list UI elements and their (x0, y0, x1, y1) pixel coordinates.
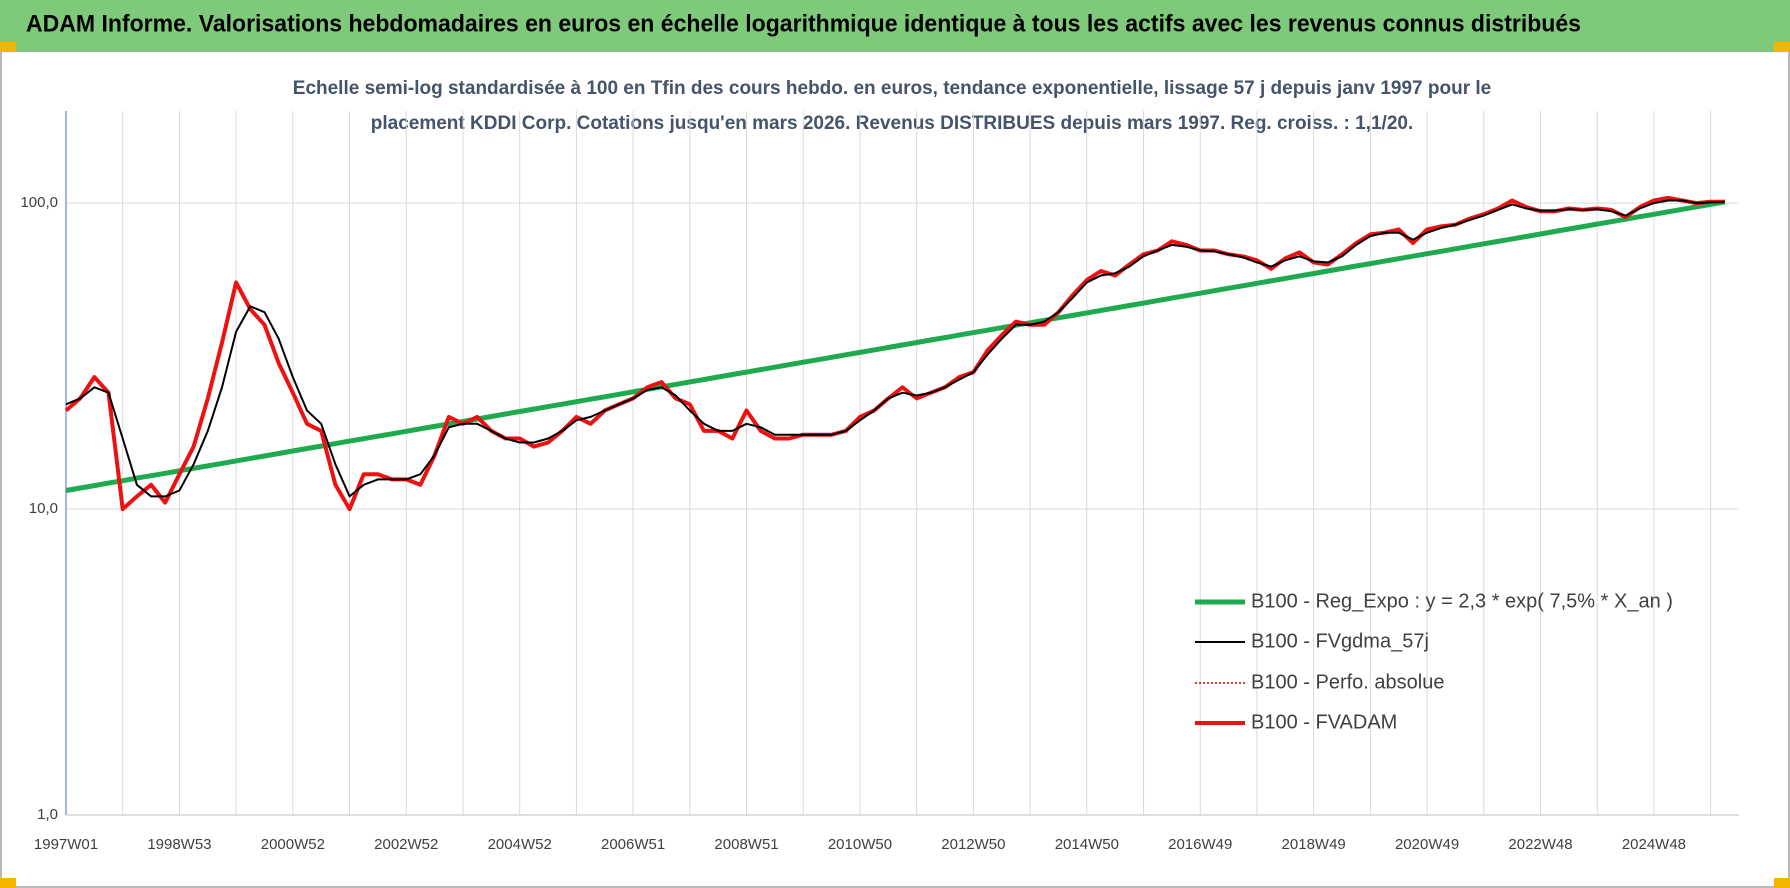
x-tick-label: 2014W50 (1055, 836, 1119, 853)
header-bar (0, 0, 1790, 52)
x-tick-label: 2016W49 (1168, 836, 1232, 853)
x-tick-label: 2022W48 (1508, 836, 1572, 853)
y-tick-label: 1,0 (37, 806, 58, 823)
legend-label: B100 - FVgdma_57j (1251, 630, 1429, 652)
y-tick-label: 100,0 (20, 194, 58, 211)
chart-title: ADAM Informe. Valorisations hebdomadaire… (26, 10, 1581, 37)
legend-label: B100 - Reg_Expo : y = 2,3 * exp( 7,5% * … (1251, 590, 1673, 612)
series-line (65, 199, 1726, 493)
corner (0, 42, 16, 52)
corner (1774, 42, 1790, 52)
x-tick-label: 2008W51 (714, 836, 778, 853)
x-tick-label: 1998W53 (147, 836, 211, 853)
corner (0, 878, 16, 888)
y-tick-label: 10,0 (29, 500, 58, 517)
chart-subtitle: placement KDDI Corp. Cotations jusqu'en … (371, 113, 1413, 134)
x-tick-label: 2002W52 (374, 836, 438, 853)
legend-label: B100 - Perfo. absolue (1251, 671, 1444, 693)
x-tick-label: 2020W49 (1395, 836, 1459, 853)
x-tick-label: 2012W50 (941, 836, 1005, 853)
x-tick-label: 2004W52 (488, 836, 552, 853)
x-tick-label: 2024W48 (1622, 836, 1686, 853)
legend-label: B100 - FVADAM (1251, 711, 1397, 733)
x-tick-label: 2018W49 (1282, 836, 1346, 853)
x-tick-label: 2000W52 (261, 836, 325, 853)
x-tick-label: 2010W50 (828, 836, 892, 853)
corner (1774, 878, 1790, 888)
x-tick-label: 2006W51 (601, 836, 665, 853)
series-line (65, 199, 1725, 498)
x-tick-label: 1997W01 (34, 836, 98, 853)
chart-subtitle: Echelle semi-log standardisée à 100 en T… (293, 78, 1491, 99)
